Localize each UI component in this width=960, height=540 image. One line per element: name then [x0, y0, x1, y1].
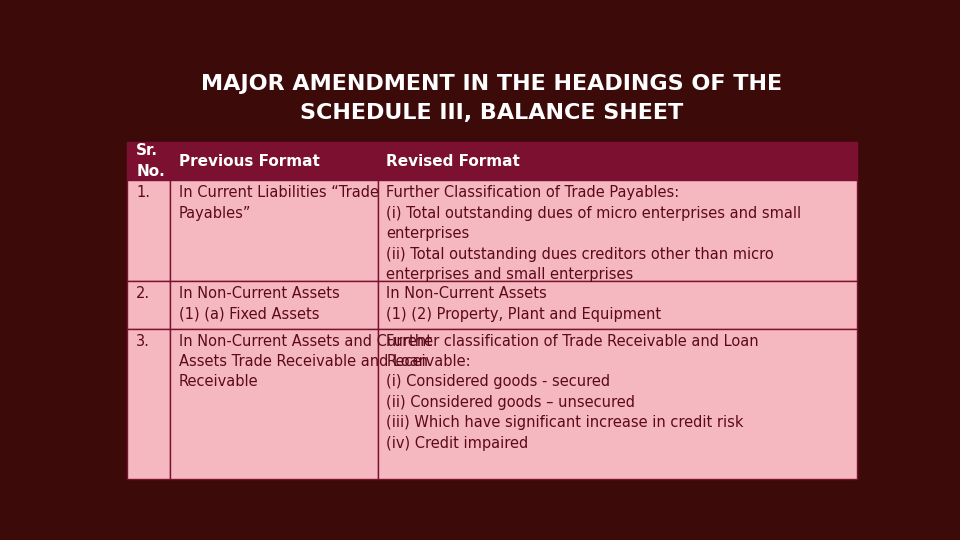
- Polygon shape: [170, 329, 377, 478]
- Text: Further classification of Trade Receivable and Loan
Receivable:
(i) Considered g: Further classification of Trade Receivab…: [387, 334, 759, 451]
- Text: Further Classification of Trade Payables:
(i) Total outstanding dues of micro en: Further Classification of Trade Payables…: [387, 185, 802, 282]
- Polygon shape: [170, 180, 377, 281]
- Text: In Non-Current Assets
(1) (2) Property, Plant and Equipment: In Non-Current Assets (1) (2) Property, …: [387, 287, 661, 322]
- Text: In Non-Current Assets
(1) (a) Fixed Assets: In Non-Current Assets (1) (a) Fixed Asse…: [179, 287, 340, 322]
- Text: In Current Liabilities “Trade
Payables”: In Current Liabilities “Trade Payables”: [179, 185, 378, 221]
- Text: Sr.
No.: Sr. No.: [136, 144, 165, 179]
- Polygon shape: [170, 281, 377, 329]
- Text: In Non-Current Assets and Current
Assets Trade Receivable and Loan
Receivable: In Non-Current Assets and Current Assets…: [179, 334, 432, 389]
- Text: Revised Format: Revised Format: [387, 153, 520, 168]
- Polygon shape: [128, 281, 170, 329]
- Text: 1.: 1.: [136, 185, 151, 200]
- Polygon shape: [377, 281, 856, 329]
- Text: SCHEDULE III, BALANCE SHEET: SCHEDULE III, BALANCE SHEET: [300, 103, 684, 123]
- Polygon shape: [128, 141, 170, 180]
- Polygon shape: [128, 180, 170, 281]
- Polygon shape: [128, 329, 170, 478]
- Polygon shape: [170, 141, 377, 180]
- Text: 2.: 2.: [136, 287, 151, 301]
- Text: MAJOR AMENDMENT IN THE HEADINGS OF THE: MAJOR AMENDMENT IN THE HEADINGS OF THE: [202, 73, 782, 93]
- Text: Previous Format: Previous Format: [179, 153, 320, 168]
- Polygon shape: [377, 329, 856, 478]
- Text: 3.: 3.: [136, 334, 151, 349]
- Polygon shape: [377, 180, 856, 281]
- Polygon shape: [377, 141, 856, 180]
